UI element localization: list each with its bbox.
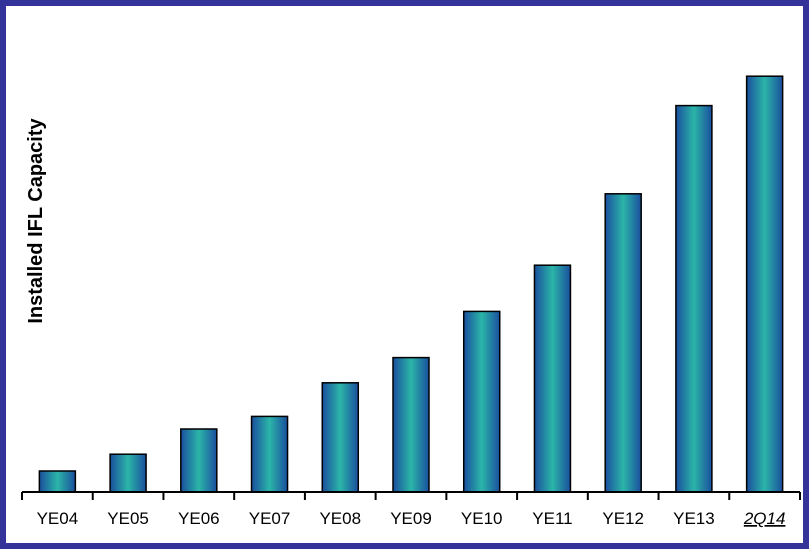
x-tick-label-ye09: YE09 xyxy=(390,509,432,528)
x-tick-label-ye06: YE06 xyxy=(178,509,220,528)
bar-ye04 xyxy=(38,470,77,493)
bar-ye13 xyxy=(675,104,713,493)
bar-ye08 xyxy=(321,382,360,493)
bar-ye07 xyxy=(250,415,289,493)
bar-ye11 xyxy=(533,264,572,493)
x-tick-label-ye13: YE13 xyxy=(673,509,715,528)
x-tick-label-ye05: YE05 xyxy=(107,509,149,528)
x-tick-label-ye10: YE10 xyxy=(461,509,503,528)
x-axis-ticks xyxy=(21,492,801,500)
x-tick-label-ye08: YE08 xyxy=(319,509,361,528)
bar-ye10 xyxy=(462,310,501,493)
x-tick-label-ye12: YE12 xyxy=(602,509,644,528)
bar-ye05 xyxy=(109,453,147,493)
bars xyxy=(38,75,784,493)
x-tick-label-ye11: YE11 xyxy=(532,509,572,528)
x-tick-label-ye04: YE04 xyxy=(37,509,79,528)
x-axis-tick-labels: YE04 YE05 YE06 YE07 YE08 YE09 YE10 YE11 YE12 YE13… xyxy=(37,509,786,528)
y-axis-label: Installed IFL Capacity xyxy=(25,118,47,324)
bar-ye09 xyxy=(392,356,430,493)
chart-frame: Installed IFL Capacity YE04 YE05 YE06 YE07 Y… xyxy=(6,6,803,543)
bar-chart: Installed IFL Capacity YE04 YE05 YE06 YE07 Y… xyxy=(21,75,801,528)
bar-2q14 xyxy=(745,75,784,493)
x-tick-label-ye07: YE07 xyxy=(249,509,291,528)
bar-ye06 xyxy=(180,428,218,493)
bar-ye12 xyxy=(604,193,642,493)
x-tick-label-2q14: 2Q14 xyxy=(743,509,786,528)
